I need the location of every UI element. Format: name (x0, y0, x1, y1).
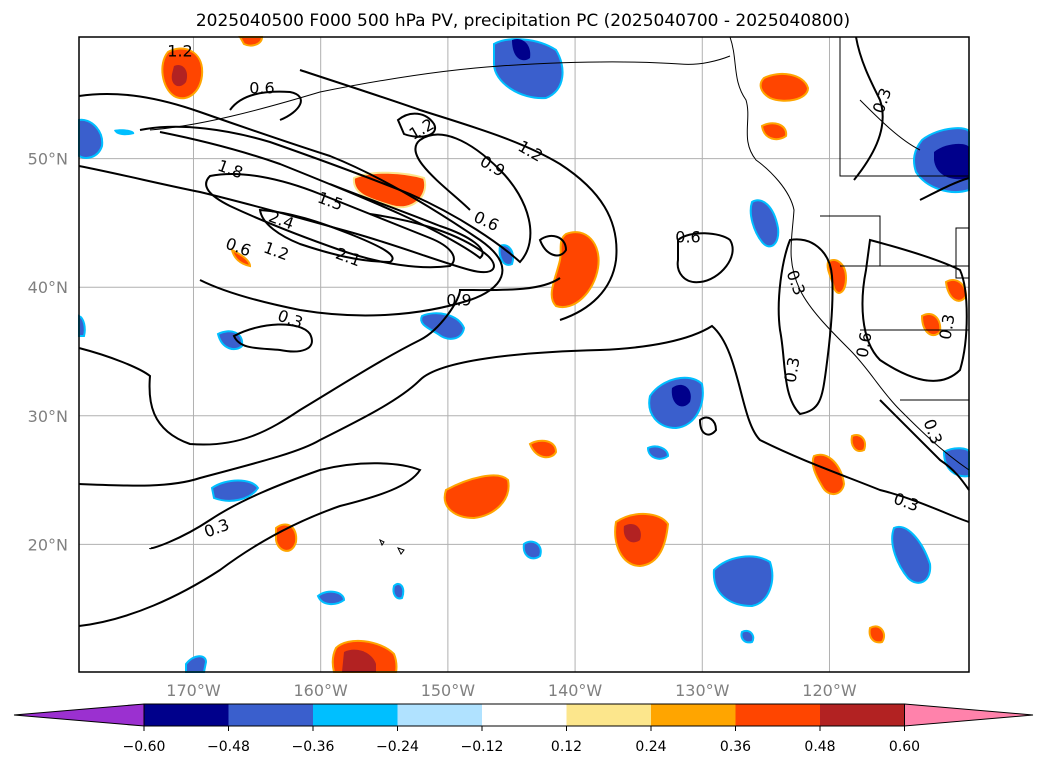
colorbar-tick-label: 0.12 (551, 739, 582, 755)
precip-negative-blob (646, 445, 670, 460)
colorbar-tick-label: −0.60 (123, 739, 166, 755)
lon-label: 170°W (166, 681, 221, 700)
map-frame (78, 36, 970, 673)
latitude-labels: 50°N 40°N 30°N 20°N (28, 150, 68, 555)
precip-negative-blob (493, 38, 564, 100)
colorbar-tick-label: 0.48 (804, 739, 835, 755)
precip-positive-blob (443, 474, 510, 520)
precip-positive-blob (528, 439, 558, 459)
contour-label: 1.2 (167, 42, 192, 61)
pv-contours (78, 36, 970, 627)
colorbar-tick-label: 0.60 (889, 739, 920, 755)
coastlines-and-borders (149, 36, 970, 555)
colorbar-tick-label: −0.36 (292, 739, 335, 755)
precip-negative-blob (78, 314, 86, 337)
contour-label: 0.3 (780, 356, 803, 384)
precip-positive-core (171, 64, 188, 87)
precip-negative-core (512, 38, 531, 61)
longitude-labels: 170°W 160°W 150°W 140°W 130°W 120°W (166, 681, 857, 700)
colorbar-segment (313, 704, 398, 726)
contour-label: 0.3 (935, 313, 958, 341)
lon-label: 150°W (421, 681, 476, 700)
contour-label: 0.6 (249, 79, 274, 98)
precip-negative-blob (185, 655, 208, 673)
precip-positive-blob (760, 122, 788, 141)
precip-negative-blob (891, 525, 932, 584)
precip-positive-blob (811, 453, 846, 495)
precip-negative-core (934, 143, 969, 180)
colorbar-extend-high (904, 703, 1034, 727)
precip-negative-blob (114, 129, 135, 136)
colorbar: −0.60 −0.48 −0.36 −0.24 −0.12 0.12 0.24 0.36 0.4… (13, 703, 1034, 755)
contour-label: 0.9 (446, 291, 471, 310)
contour-label: 0.6 (675, 228, 700, 247)
colorbar-tick-label: 0.24 (635, 739, 666, 755)
colorbar-tick-label: −0.12 (461, 739, 504, 755)
precip-positive-core (342, 649, 376, 672)
colorbar-segment (482, 704, 567, 726)
precip-negative-blob (392, 582, 405, 600)
precip-negative-blob (316, 590, 346, 606)
lat-label: 50°N (28, 150, 68, 169)
lon-label: 120°W (802, 681, 857, 700)
lat-label: 30°N (28, 407, 68, 426)
precip-negative-blob (740, 630, 755, 644)
lon-label: 160°W (294, 681, 349, 700)
precip-negative-blob (498, 244, 514, 266)
precip-negative-core (671, 384, 691, 407)
precip-positive-blob (826, 259, 848, 294)
precip-positive-core (623, 523, 641, 543)
precip-positive-blob (238, 36, 264, 47)
precip-positive-blob (550, 231, 600, 309)
colorbar-extend-low (13, 703, 145, 727)
precip-positive-blob (230, 248, 252, 268)
lon-label: 140°W (548, 681, 603, 700)
precip-negative-blob (210, 479, 260, 502)
map-panel: 1.20.61.21.20.91.81.52.40.6 1.2 2.10.60.90… (78, 36, 970, 673)
precip-negative-blob (712, 555, 774, 608)
lat-label: 20°N (28, 535, 68, 554)
colorbar-segment (566, 704, 652, 726)
colorbar-segment (820, 704, 905, 726)
precip-negative-blob (420, 312, 466, 340)
colorbar-tick-label: 0.36 (720, 739, 751, 755)
figure-title: 2025040500 F000 500 hPa PV, precipitatio… (196, 11, 850, 31)
colorbar-frame (143, 703, 905, 727)
colorbar-segment (397, 704, 483, 726)
precip-negative-blob (749, 199, 780, 248)
colorbar-segment (228, 704, 314, 726)
precip-positive-blob (850, 434, 866, 452)
precip-positive-blob (868, 625, 886, 644)
lat-label: 40°N (28, 278, 68, 297)
colorbar-segment (651, 704, 736, 726)
precip-positive-blob (759, 72, 810, 102)
colorbar-segment (144, 704, 229, 726)
colorbar-segment (735, 704, 821, 726)
contour-label: 0.6 (852, 331, 875, 359)
colorbar-tick-label: −0.24 (376, 739, 419, 755)
lon-label: 130°W (675, 681, 730, 700)
colorbar-tick-label: −0.48 (207, 739, 250, 755)
precip-negative-blob (522, 540, 542, 560)
precip-negative-blob (78, 118, 104, 159)
